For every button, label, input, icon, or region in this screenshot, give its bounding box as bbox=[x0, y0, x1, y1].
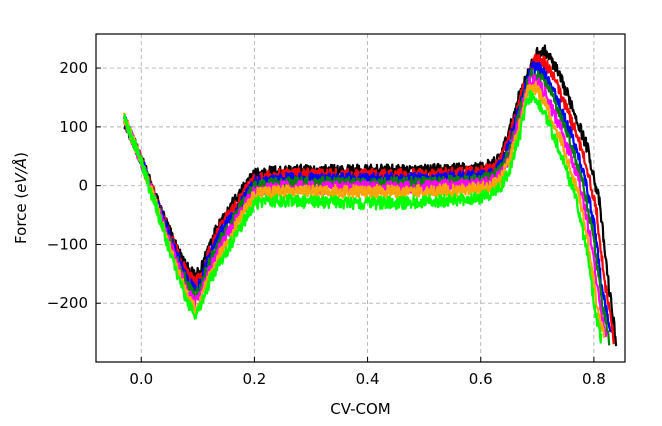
ticks: 0.0 0.2 0.4 0.6 0.8 −200 −100 0 100 200 bbox=[47, 59, 606, 388]
y-tick-label: −100 bbox=[47, 235, 88, 253]
x-tick-label: 0.2 bbox=[242, 370, 266, 388]
x-tick-label: 0.0 bbox=[129, 370, 153, 388]
x-tick-label: 0.8 bbox=[582, 370, 606, 388]
y-tick-label: 100 bbox=[59, 118, 88, 136]
x-tick-label: 0.4 bbox=[356, 370, 380, 388]
y-axis-label: Force (eV/Å) bbox=[11, 152, 30, 244]
y-tick-label: −200 bbox=[47, 294, 88, 312]
y-axis-label-prefix: Force ( bbox=[12, 193, 30, 244]
series-line bbox=[123, 80, 606, 338]
x-axis-label: CV-COM bbox=[330, 400, 391, 418]
series-line bbox=[123, 90, 603, 344]
y-axis-label-unit: eV/Å bbox=[11, 158, 30, 193]
y-axis-label-suffix: ) bbox=[12, 152, 30, 158]
x-tick-label: 0.6 bbox=[469, 370, 493, 388]
plot-frame bbox=[95, 33, 626, 363]
y-tick-label: 200 bbox=[59, 59, 88, 77]
y-tick-label: 0 bbox=[78, 177, 88, 195]
series-layer bbox=[123, 44, 618, 347]
